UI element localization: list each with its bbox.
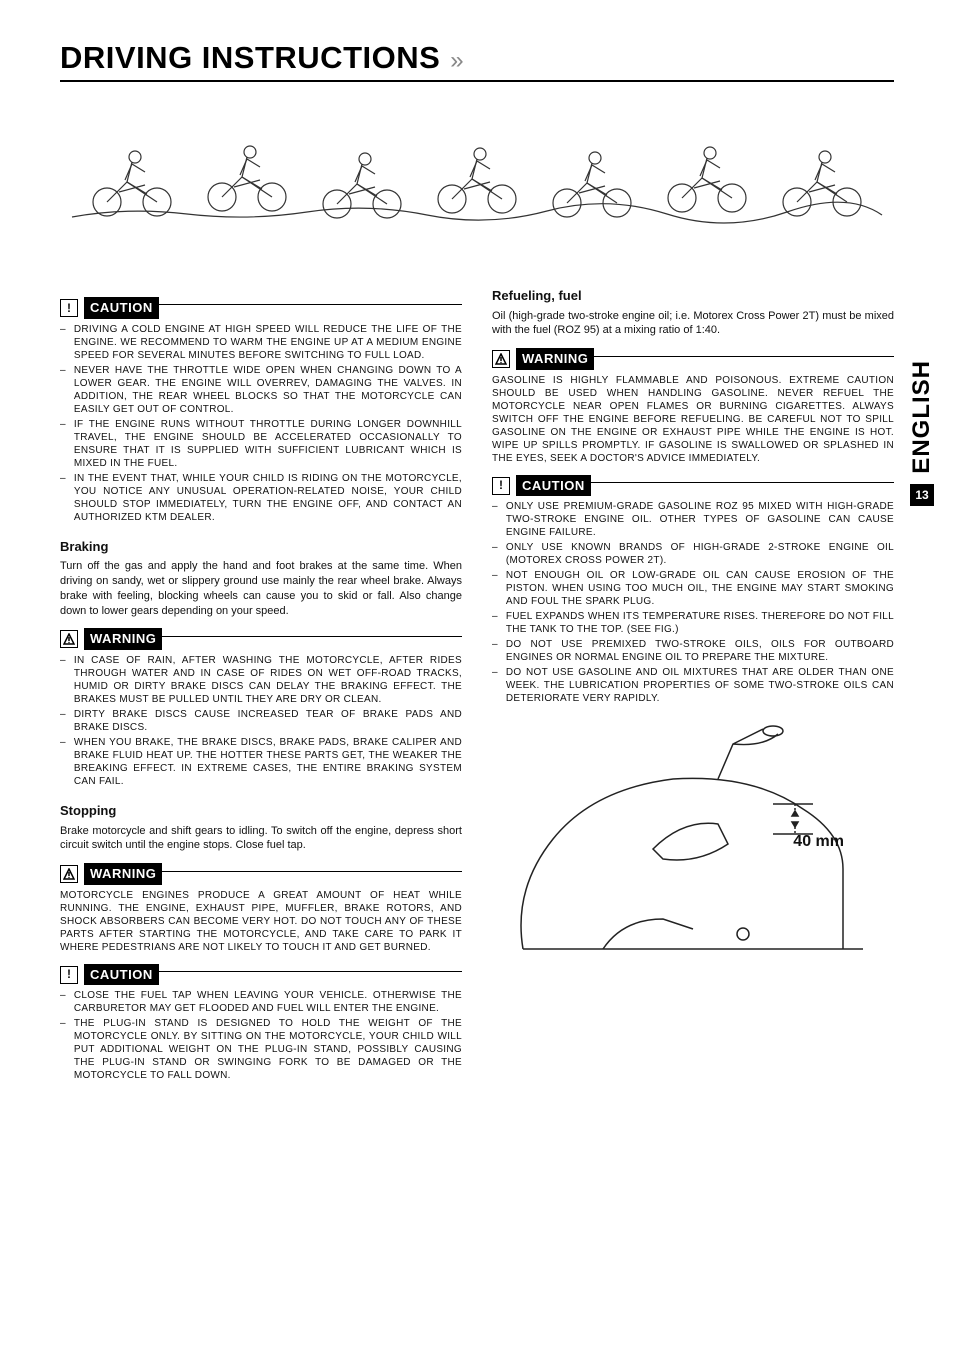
left-column: ! CAUTION DRIVING A COLD ENGINE AT HIGH … [60,287,462,1084]
braking-heading: Braking [60,538,462,556]
list-item: IN THE EVENT THAT, WHILE YOUR CHILD IS R… [60,472,462,524]
warning-list: IN CASE OF RAIN, AFTER WASHING THE MOTOR… [60,654,462,788]
triangle-icon [492,350,510,368]
warning-badge: WARNING [60,618,462,654]
exclaim-icon: ! [60,299,78,317]
warning-label: WARNING [516,348,594,370]
list-item: IN CASE OF RAIN, AFTER WASHING THE MOTOR… [60,654,462,706]
warning-label: WARNING [84,628,162,650]
list-item: DO NOT USE PREMIXED TWO-STROKE OILS, OIL… [492,638,894,664]
exclaim-icon: ! [60,966,78,984]
caution-list: ONLY USE PREMIUM-GRADE GASOLINE ROZ 95 M… [492,500,894,705]
list-item: IF THE ENGINE RUNS WITHOUT THROTTLE DURI… [60,418,462,470]
stopping-text: Brake motorcycle and shift gears to idli… [60,824,462,854]
chevron-icon: » [450,47,459,75]
caution-badge: ! CAUTION [492,465,894,501]
caution-label: CAUTION [84,297,159,319]
list-item: DRIVING A COLD ENGINE AT HIGH SPEED WILL… [60,323,462,362]
braking-text: Turn off the gas and apply the hand and … [60,559,462,618]
side-tab: ENGLISH 13 [908,360,936,506]
refueling-heading: Refueling, fuel [492,287,894,305]
list-item: THE PLUG-IN STAND IS DESIGNED TO HOLD TH… [60,1017,462,1082]
exclaim-icon: ! [492,477,510,495]
triangle-icon [60,865,78,883]
page-title: DRIVING INSTRUCTIONS » [60,40,894,82]
language-tab: ENGLISH [908,360,936,474]
list-item: CLOSE THE FUEL TAP WHEN LEAVING YOUR VEH… [60,989,462,1015]
list-item: NOT ENOUGH OIL OR LOW-GRADE OIL CAN CAUS… [492,569,894,608]
caution-label: CAUTION [516,475,591,497]
refueling-text: Oil (high-grade two-stroke engine oil; i… [492,309,894,339]
warning-text: MOTORCYCLE ENGINES PRODUCE A GREAT AMOUN… [60,889,462,954]
triangle-icon [60,630,78,648]
caution-list: DRIVING A COLD ENGINE AT HIGH SPEED WILL… [60,323,462,524]
warning-text: GASOLINE IS HIGHLY FLAMMABLE AND POISONO… [492,374,894,465]
list-item: ONLY USE PREMIUM-GRADE GASOLINE ROZ 95 M… [492,500,894,539]
figure-label: 40 mm [793,831,844,853]
warning-badge: WARNING [492,338,894,374]
title-text: DRIVING INSTRUCTIONS [60,40,440,76]
page-number: 13 [910,484,933,506]
list-item: ONLY USE KNOWN BRANDS OF HIGH-GRADE 2-ST… [492,541,894,567]
hero-illustration [60,112,894,237]
caution-badge: ! CAUTION [60,287,462,323]
warning-badge: WARNING [60,853,462,889]
warning-label: WARNING [84,863,162,885]
stopping-heading: Stopping [60,802,462,820]
list-item: NEVER HAVE THE THROTTLE WIDE OPEN WHEN C… [60,364,462,416]
right-column: Refueling, fuel Oil (high-grade two-stro… [492,287,894,1084]
list-item: FUEL EXPANDS WHEN ITS TEMPERATURE RISES.… [492,610,894,636]
caution-list: CLOSE THE FUEL TAP WHEN LEAVING YOUR VEH… [60,989,462,1082]
content-columns: ! CAUTION DRIVING A COLD ENGINE AT HIGH … [60,287,894,1084]
fuel-tank-figure: 40 mm [492,719,894,974]
caution-badge: ! CAUTION [60,954,462,990]
list-item: DIRTY BRAKE DISCS CAUSE INCREASED TEAR O… [60,708,462,734]
list-item: WHEN YOU BRAKE, THE BRAKE DISCS, BRAKE P… [60,736,462,788]
list-item: DO NOT USE GASOLINE AND OIL MIXTURES THA… [492,666,894,705]
caution-label: CAUTION [84,964,159,986]
